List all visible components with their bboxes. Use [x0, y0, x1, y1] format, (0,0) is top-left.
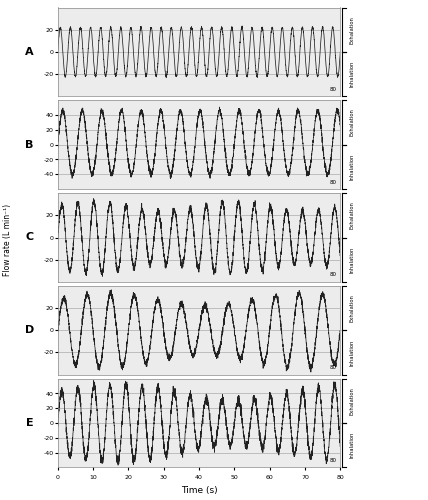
Text: A: A — [25, 47, 34, 57]
Text: Flow rate (L min⁻¹): Flow rate (L min⁻¹) — [3, 204, 12, 276]
Text: 80: 80 — [330, 458, 337, 463]
Text: Inhalation: Inhalation — [349, 61, 354, 88]
Text: C: C — [26, 232, 33, 242]
X-axis label: Time (s): Time (s) — [181, 486, 217, 494]
Text: Inhalation: Inhalation — [349, 340, 354, 365]
Text: 80: 80 — [330, 272, 337, 278]
Text: Exhalation: Exhalation — [349, 16, 354, 44]
Text: 80: 80 — [330, 366, 337, 370]
Text: B: B — [25, 140, 34, 149]
Text: Inhalation: Inhalation — [349, 154, 354, 180]
Text: Inhalation: Inhalation — [349, 432, 354, 458]
Text: Exhalation: Exhalation — [349, 202, 354, 229]
Text: Exhalation: Exhalation — [349, 294, 354, 322]
Text: 80: 80 — [330, 87, 337, 92]
Text: Inhalation: Inhalation — [349, 246, 354, 273]
Text: Exhalation: Exhalation — [349, 387, 354, 415]
Text: Exhalation: Exhalation — [349, 108, 354, 136]
Text: 80: 80 — [330, 180, 337, 184]
Text: D: D — [25, 326, 34, 336]
Text: E: E — [26, 418, 33, 428]
